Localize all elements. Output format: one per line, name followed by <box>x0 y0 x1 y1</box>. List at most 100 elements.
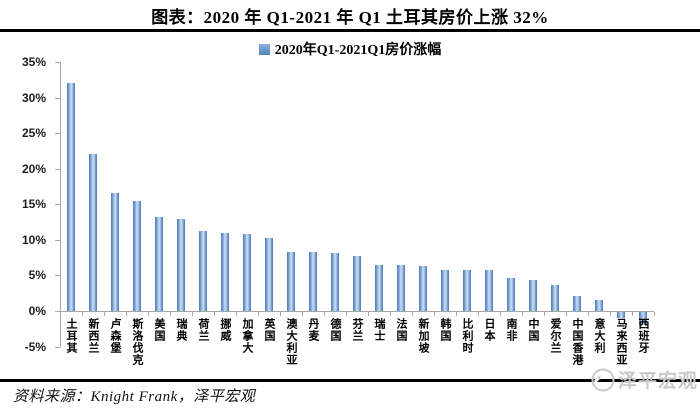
x-axis-tick <box>126 312 127 316</box>
bar <box>111 192 119 311</box>
x-axis-tick <box>280 312 281 316</box>
x-category-label: 瑞典 <box>175 318 187 342</box>
bar <box>265 238 273 311</box>
bar <box>287 251 295 311</box>
bottom-divider-line <box>0 379 700 382</box>
source-note: 资料来源：Knight Frank，泽平宏观 <box>13 389 256 405</box>
x-axis-tick <box>324 312 325 316</box>
x-category-label: 爱尔兰 <box>549 318 561 354</box>
bar <box>67 83 75 311</box>
x-axis-tick <box>632 312 633 316</box>
x-category-label: 土耳其 <box>65 318 77 354</box>
x-axis-tick <box>192 312 193 316</box>
bar <box>529 280 537 311</box>
legend-swatch <box>258 43 270 55</box>
y-axis-tick <box>55 239 60 241</box>
bar <box>617 312 625 319</box>
x-axis-tick <box>654 312 655 316</box>
y-tick-label: 25% <box>21 126 46 141</box>
x-axis-tick <box>544 312 545 316</box>
y-tick-label: 30% <box>21 90 46 105</box>
x-axis-tick <box>148 312 149 316</box>
x-category-label: 荷兰 <box>197 318 209 342</box>
watermark-text: 泽平宏观 <box>617 371 698 392</box>
y-tick-label: 35% <box>21 55 46 69</box>
x-axis-tick <box>478 312 479 316</box>
x-axis-tick <box>412 312 413 316</box>
x-category-label: 马来西亚 <box>615 318 627 366</box>
watermark: 泽平宏观 <box>590 366 698 393</box>
bar <box>595 299 603 311</box>
y-tick-label: 5% <box>28 268 46 283</box>
x-category-label: 芬兰 <box>351 318 363 342</box>
x-axis-tick <box>60 312 61 316</box>
legend: 2020年Q1-2021Q1房价涨幅 <box>0 39 700 59</box>
bar <box>485 270 493 311</box>
x-axis-tick <box>346 312 347 316</box>
bar <box>551 284 559 311</box>
x-category-label: 德国 <box>329 318 341 342</box>
bar <box>639 312 647 325</box>
y-axis-tick <box>55 62 60 63</box>
y-tick-label: 10% <box>21 232 46 247</box>
x-axis-line <box>60 311 654 312</box>
x-axis-tick <box>82 312 83 316</box>
x-category-label: 挪威 <box>219 318 231 342</box>
x-category-label: 澳大利亚 <box>285 318 297 366</box>
bar <box>419 266 427 311</box>
bar <box>441 269 449 311</box>
x-axis-tick <box>214 312 215 316</box>
x-category-label: 新加坡 <box>417 318 429 354</box>
x-axis-tick <box>588 312 589 316</box>
x-category-label: 新西兰 <box>87 318 99 354</box>
bar <box>309 251 317 311</box>
y-axis-tick <box>55 204 60 206</box>
x-category-label: 中国 <box>527 318 539 342</box>
legend-label: 2020年Q1-2021Q1房价涨幅 <box>274 43 442 58</box>
x-category-label: 法国 <box>395 318 407 342</box>
x-axis-tick <box>258 312 259 316</box>
bar <box>573 296 581 311</box>
x-category-label: 瑞士 <box>373 318 385 342</box>
x-category-label: 美国 <box>153 318 165 342</box>
x-category-label: 卢森堡 <box>109 318 121 354</box>
x-axis-tick <box>500 312 501 316</box>
y-tick-label: 0% <box>28 304 46 318</box>
x-category-label: 丹麦 <box>307 318 319 342</box>
x-axis-tick <box>368 312 369 316</box>
x-axis-tick <box>434 312 435 316</box>
bar <box>375 264 383 311</box>
bar <box>177 218 185 311</box>
y-axis-tick <box>55 311 60 312</box>
x-category-label: 南非 <box>505 318 517 342</box>
bar <box>89 153 97 311</box>
top-divider-line <box>0 29 700 32</box>
y-axis-tick <box>55 275 60 277</box>
bar <box>199 230 207 311</box>
y-axis-tick <box>55 133 60 135</box>
x-category-label: 西班牙 <box>637 318 649 354</box>
x-axis-tick <box>104 312 105 316</box>
bar <box>397 265 405 311</box>
bar <box>507 278 515 311</box>
y-tick-label: -5% <box>24 339 46 354</box>
y-tick-label: 15% <box>21 197 46 212</box>
y-axis-tick <box>55 97 60 99</box>
bar <box>243 234 251 311</box>
x-axis-tick <box>456 312 457 316</box>
bar <box>155 217 163 311</box>
y-tick-label: 20% <box>21 161 46 176</box>
y-axis-line <box>60 62 61 347</box>
zeping-logo-icon <box>591 368 615 391</box>
x-category-label: 加拿大 <box>241 318 253 354</box>
x-axis-tick <box>390 312 391 316</box>
chart-title: 图表：2020 年 Q1-2021 年 Q1 土耳其房价上涨 32% <box>151 8 549 27</box>
x-category-label: 比利时 <box>461 318 473 354</box>
x-axis-tick <box>610 312 611 316</box>
x-category-label: 斯洛伐克 <box>131 318 143 366</box>
x-axis-tick <box>522 312 523 316</box>
bar <box>133 200 141 311</box>
bar <box>353 256 361 311</box>
